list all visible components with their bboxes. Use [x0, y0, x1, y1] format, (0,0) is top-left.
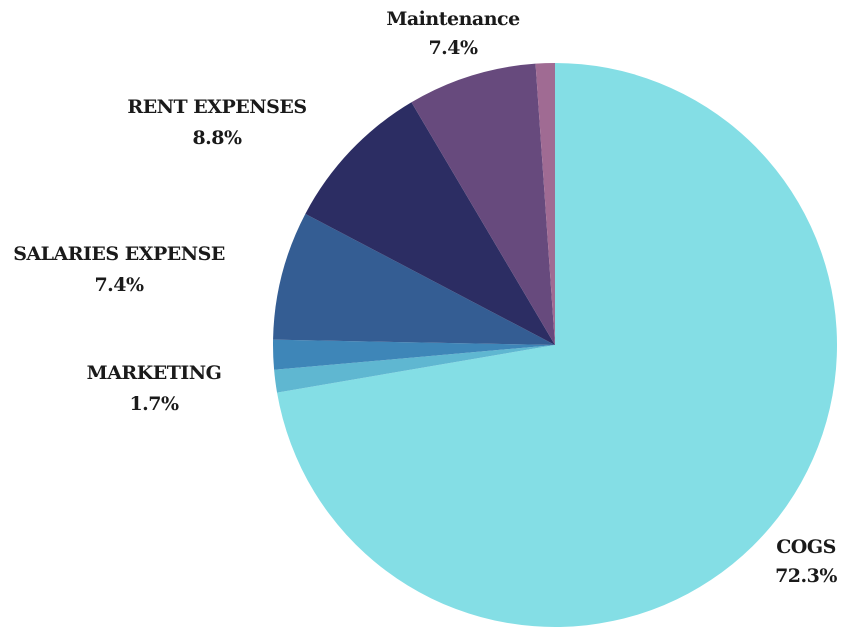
label-salaries-expense-name: SALARIES EXPENSE	[13, 243, 225, 265]
label-marketing-name: MARKETING	[87, 362, 222, 384]
label-salaries-expense: SALARIES EXPENSE 7.4%	[13, 243, 225, 296]
label-rent-expenses-name: RENT EXPENSES	[127, 96, 306, 118]
label-rent-expenses-value: 8.8%	[192, 127, 242, 149]
slice-unlabeled-1	[274, 345, 555, 393]
label-marketing: MARKETING 1.7%	[87, 362, 222, 415]
slice-rent-expenses	[305, 102, 555, 346]
label-salaries-expense-value: 7.4%	[94, 274, 144, 296]
slice-salaries-expense	[273, 213, 555, 345]
label-maintenance-value: 7.4%	[428, 37, 478, 59]
slice-cogs	[277, 63, 838, 627]
label-cogs-value: 72.3%	[775, 565, 837, 587]
label-maintenance: Maintenance 7.4%	[386, 8, 520, 59]
label-marketing-value: 1.7%	[129, 393, 179, 415]
label-cogs-name: COGS	[776, 536, 836, 558]
label-rent-expenses: RENT EXPENSES 8.8%	[127, 96, 307, 149]
slice-unlabeled-6	[535, 62, 555, 345]
slice-maintenance	[411, 63, 555, 346]
label-cogs: COGS 72.3%	[775, 536, 838, 587]
label-maintenance-name: Maintenance	[386, 8, 520, 30]
slice-marketing	[272, 339, 555, 370]
pie-slices	[272, 62, 838, 627]
